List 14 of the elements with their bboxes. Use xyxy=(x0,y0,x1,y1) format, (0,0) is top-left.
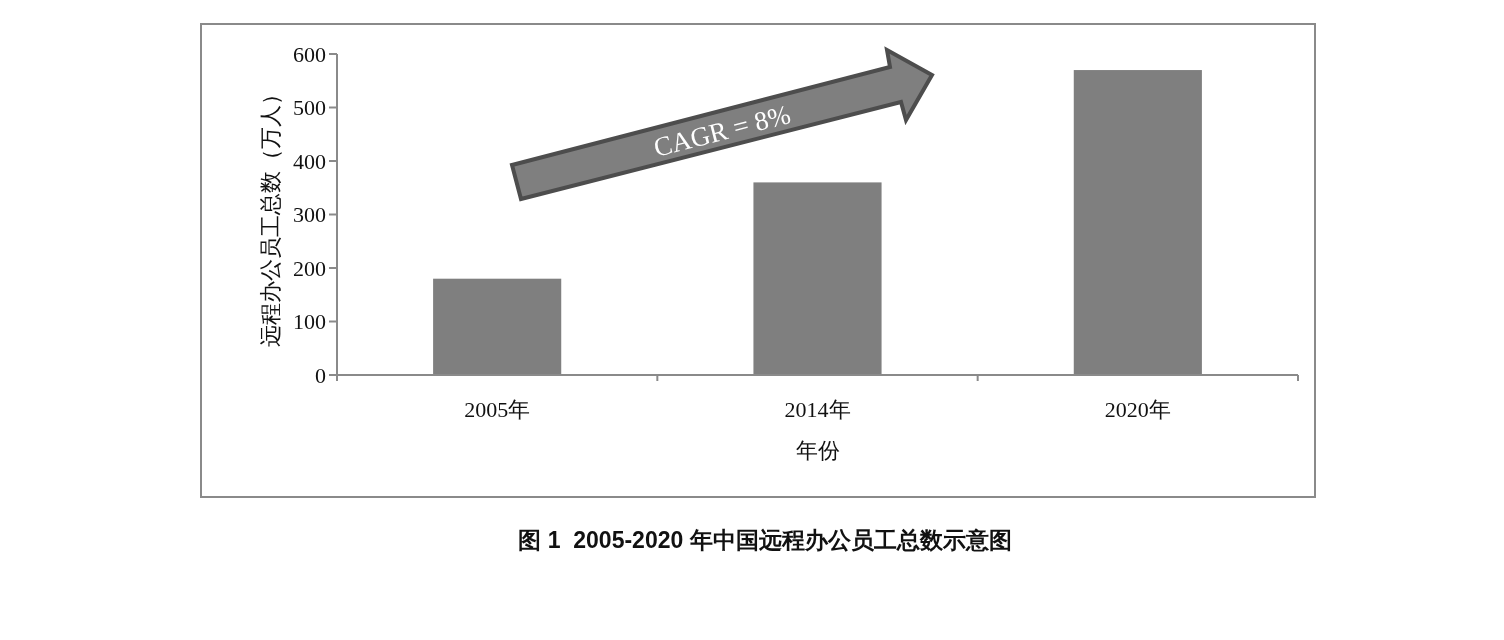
annotation: CAGR = 8% xyxy=(650,99,794,163)
x-tick-label: 2020年 xyxy=(1104,397,1171,422)
y-axis-title: 远程办公员工总数（万人） xyxy=(257,82,283,347)
y-tick-label: 200 xyxy=(293,255,326,281)
x-tick-label: 2014年 xyxy=(784,397,851,422)
y-tick-label: 100 xyxy=(293,309,326,334)
y-tick-label: 400 xyxy=(293,148,326,174)
title: 图 1 2005-2020 年中国远程办公员工总数示意图 xyxy=(518,527,1012,553)
y-tick-label: 500 xyxy=(293,95,326,120)
y-tick-label: 600 xyxy=(293,41,326,67)
x-tick-label: 2005年 xyxy=(464,397,531,422)
y-tick-label: 300 xyxy=(293,202,326,227)
x-axis-title: 年份 xyxy=(795,438,840,463)
y-tick-label: 0 xyxy=(315,362,326,388)
